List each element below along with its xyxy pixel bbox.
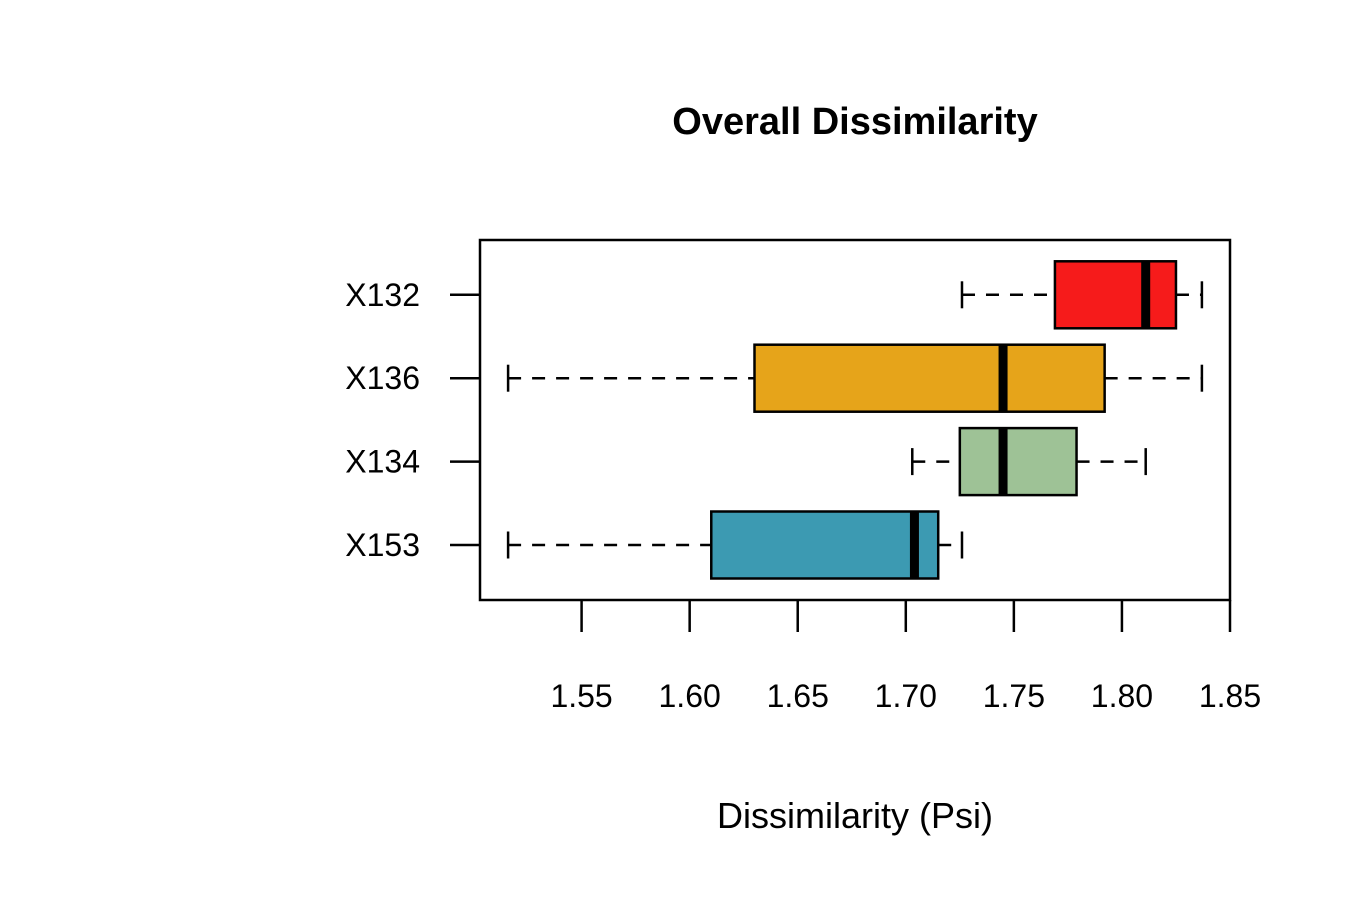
x-tick-label-0: 1.55 — [550, 678, 612, 714]
box-x153 — [506, 510, 964, 580]
x-axis-label: Dissimilarity (Psi) — [717, 795, 993, 836]
y-tick-label-x153: X153 — [345, 527, 420, 563]
iqr-box-x134 — [958, 426, 1078, 497]
x-tick-label-6: 1.85 — [1199, 678, 1261, 714]
chart-title: Overall Dissimilarity — [672, 101, 1037, 143]
y-tick-label-x136: X136 — [345, 360, 420, 396]
box-x134 — [911, 426, 1147, 497]
x-tick-label-5: 1.80 — [1091, 678, 1153, 714]
box-x136 — [506, 343, 1204, 413]
y-axis: X153 X134 X136 X132 — [345, 277, 480, 563]
y-tick-label-x134: X134 — [345, 444, 420, 480]
x-axis: 1.55 1.60 1.65 1.70 1.75 1.80 1.85 — [550, 600, 1261, 714]
iqr-box-x132 — [1053, 260, 1178, 330]
x-tick-label-2: 1.65 — [767, 678, 829, 714]
y-tick-label-x132: X132 — [345, 277, 420, 313]
plot-frame — [478, 238, 1232, 602]
x-tick-label-1: 1.60 — [659, 678, 721, 714]
chart-marks — [506, 260, 1204, 580]
box-x132 — [960, 260, 1204, 330]
iqr-box-x136 — [753, 343, 1106, 413]
x-tick-label-3: 1.70 — [875, 678, 937, 714]
x-tick-label-4: 1.75 — [983, 678, 1045, 714]
iqr-box-x153 — [710, 510, 940, 580]
